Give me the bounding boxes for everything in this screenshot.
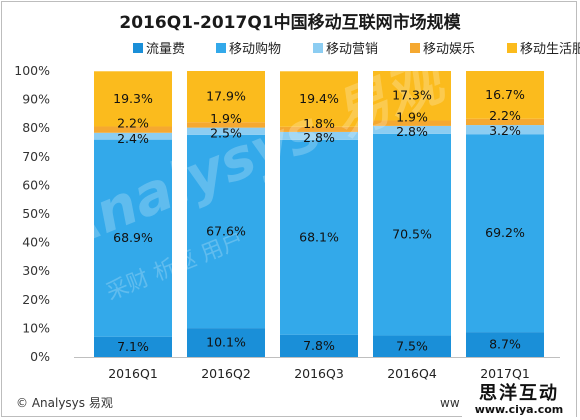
data-label: 7.1% xyxy=(117,339,149,354)
stamp-background xyxy=(462,382,576,418)
data-label: 68.9% xyxy=(113,230,153,245)
bar-segment xyxy=(466,71,544,119)
data-label: 1.8% xyxy=(303,116,335,131)
data-label: 2.5% xyxy=(210,126,242,141)
bar-segment xyxy=(187,71,265,123)
data-label: 7.5% xyxy=(396,338,428,353)
y-tick-label: 80% xyxy=(22,120,50,135)
data-label: 7.8% xyxy=(303,338,335,353)
legend: 流量费 移动购物 移动营销 移动娱乐 移动生活服务 xyxy=(133,41,580,57)
y-tick-label: 70% xyxy=(22,149,50,164)
legend-swatch xyxy=(216,43,226,53)
bar-segment xyxy=(373,133,451,336)
chart-title: 2016Q1-2017Q1中国移动互联网市场规模 xyxy=(119,12,461,33)
data-label: 19.4% xyxy=(299,91,339,106)
data-label: 70.5% xyxy=(392,227,432,242)
data-label: 68.1% xyxy=(299,229,339,244)
legend-swatch xyxy=(313,43,323,53)
bar-segment xyxy=(280,139,358,335)
stamp-name: 思洋互动 xyxy=(479,382,559,404)
data-label: 67.6% xyxy=(206,223,246,238)
bar-segment xyxy=(94,71,172,127)
data-label: 2.2% xyxy=(117,115,149,130)
y-tick-label: 100% xyxy=(14,63,50,78)
data-label: 3.2% xyxy=(489,123,521,138)
data-label: 17.9% xyxy=(206,89,246,104)
data-labels: 7.1%68.9%2.4%2.2%19.3%10.1%67.6%2.5%1.9%… xyxy=(113,87,525,354)
bars xyxy=(94,71,544,357)
legend-swatch xyxy=(507,43,517,53)
y-tick-label: 20% xyxy=(22,292,50,307)
bar-segment xyxy=(373,335,451,357)
stamp-url: www.ciya.com xyxy=(475,403,564,416)
legend-label: 流量费 xyxy=(146,42,185,57)
legend-label: 移动营销 xyxy=(326,42,378,57)
stamp: 思洋互动 www.ciya.com xyxy=(462,382,576,418)
x-tick-label: 2016Q1 xyxy=(108,366,158,381)
y-tick-label: 60% xyxy=(22,177,50,192)
data-label: 2.4% xyxy=(117,131,149,146)
bar-segment xyxy=(373,71,451,121)
data-label: 16.7% xyxy=(485,87,525,102)
y-tick-label: 10% xyxy=(22,320,50,335)
bar-segment xyxy=(466,118,544,126)
x-tick-label: 2016Q4 xyxy=(387,366,437,381)
data-label: 17.3% xyxy=(392,88,432,103)
bar-segment xyxy=(373,125,451,134)
bar-segment xyxy=(187,134,265,329)
legend-swatch xyxy=(133,43,143,53)
legend-label: 移动娱乐 xyxy=(423,42,475,57)
legend-label: 移动生活服务 xyxy=(520,41,580,57)
bar-segment xyxy=(280,71,358,127)
y-tick-label: 90% xyxy=(22,92,50,107)
data-label: 2.8% xyxy=(303,130,335,145)
x-tick-label: 2017Q1 xyxy=(480,366,530,381)
bar-segment xyxy=(280,131,358,140)
data-label: 8.7% xyxy=(489,337,521,352)
bar-segment xyxy=(280,334,358,357)
bar-segment xyxy=(94,139,172,337)
bar-segment xyxy=(187,328,265,357)
y-axis: 0% 10% 20% 30% 40% 50% 60% 70% 80% 90% 100% xyxy=(14,63,560,364)
y-tick-label: 0% xyxy=(30,349,50,364)
legend-label: 移动购物 xyxy=(229,41,281,57)
bar-segment xyxy=(94,336,172,357)
copyright-text: © Analysys 易观 xyxy=(16,396,113,410)
bar-segment xyxy=(94,132,172,140)
data-label: 19.3% xyxy=(113,91,153,106)
bar-segment xyxy=(373,120,451,126)
bar-segment xyxy=(466,134,544,333)
x-tick-label: 2016Q3 xyxy=(294,366,344,381)
legend-swatch xyxy=(410,43,420,53)
footer-url-fragment: ww xyxy=(440,396,460,410)
data-label: 1.9% xyxy=(396,109,428,124)
bar-segment xyxy=(187,122,265,128)
bar-segment xyxy=(187,127,265,135)
data-label: 69.2% xyxy=(485,225,525,240)
data-label: 2.8% xyxy=(396,124,428,139)
bar-segment xyxy=(94,126,172,133)
y-tick-label: 40% xyxy=(22,235,50,250)
bar-segment xyxy=(466,332,544,357)
data-label: 2.2% xyxy=(489,108,521,123)
data-label: 10.1% xyxy=(206,335,246,350)
y-tick-label: 30% xyxy=(22,263,50,278)
y-tick-label: 50% xyxy=(22,206,50,221)
data-label: 1.9% xyxy=(210,111,242,126)
bar-segment xyxy=(280,126,358,132)
bar-segment xyxy=(466,125,544,135)
x-tick-label: 2016Q2 xyxy=(201,366,251,381)
x-axis: 2016Q1 2016Q2 2016Q3 2016Q4 2017Q1 xyxy=(108,366,530,381)
